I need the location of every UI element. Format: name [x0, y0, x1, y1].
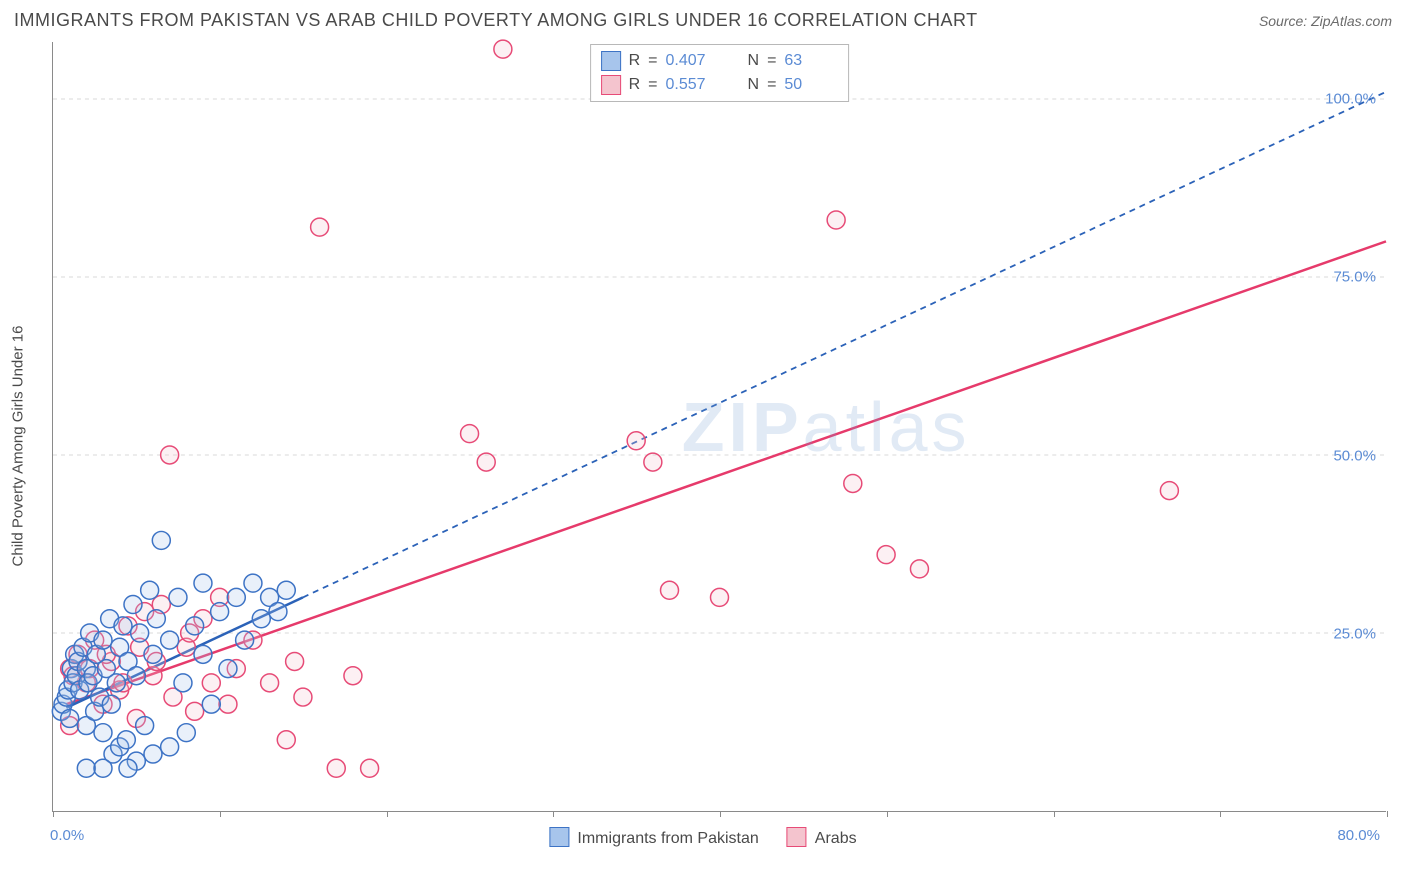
y-tick-label: 100.0% — [1325, 91, 1376, 108]
x-tick — [553, 811, 554, 817]
stats-row-arabs: R = 0.557 N = 50 — [601, 73, 839, 97]
n-label: N — [748, 49, 760, 73]
swatch-arabs-icon — [787, 827, 807, 847]
r-label: R — [629, 49, 641, 73]
x-tick-label-min: 0.0% — [50, 827, 84, 844]
plot-area: R = 0.407 N = 63 R = 0.557 N = 50 ZIPatl… — [52, 42, 1386, 812]
y-tick-label: 75.0% — [1333, 269, 1376, 286]
legend-item-arabs: Arabs — [787, 827, 857, 848]
y-tick-label: 50.0% — [1333, 447, 1376, 464]
r-label: R — [629, 73, 641, 97]
x-tick — [1387, 811, 1388, 817]
y-axis-label: Child Poverty Among Girls Under 16 — [10, 326, 27, 567]
x-tick — [387, 811, 388, 817]
chart-svg — [53, 42, 1386, 811]
swatch-arabs — [601, 75, 621, 95]
n-value-pakistan: 63 — [784, 49, 838, 73]
n-value-arabs: 50 — [784, 73, 838, 97]
eq-sign: = — [767, 73, 776, 97]
y-tick-label: 25.0% — [1333, 625, 1376, 642]
x-tick — [1054, 811, 1055, 817]
eq-sign: = — [648, 49, 657, 73]
stats-row-pakistan: R = 0.407 N = 63 — [601, 49, 839, 73]
x-tick — [53, 811, 54, 817]
eq-sign: = — [767, 49, 776, 73]
r-value-pakistan: 0.407 — [666, 49, 720, 73]
x-tick — [887, 811, 888, 817]
swatch-pakistan-icon — [549, 827, 569, 847]
x-tick — [220, 811, 221, 817]
r-value-arabs: 0.557 — [666, 73, 720, 97]
x-tick-label-max: 80.0% — [1337, 827, 1380, 844]
x-tick — [1220, 811, 1221, 817]
bottom-legend: Immigrants from Pakistan Arabs — [549, 827, 856, 848]
eq-sign: = — [648, 73, 657, 97]
legend-item-pakistan: Immigrants from Pakistan — [549, 827, 758, 848]
n-label: N — [748, 73, 760, 97]
swatch-pakistan — [601, 51, 621, 71]
stats-legend-box: R = 0.407 N = 63 R = 0.557 N = 50 — [590, 44, 850, 102]
source-label: Source: ZipAtlas.com — [1259, 13, 1392, 29]
x-tick — [720, 811, 721, 817]
chart-title: IMMIGRANTS FROM PAKISTAN VS ARAB CHILD P… — [14, 10, 978, 31]
